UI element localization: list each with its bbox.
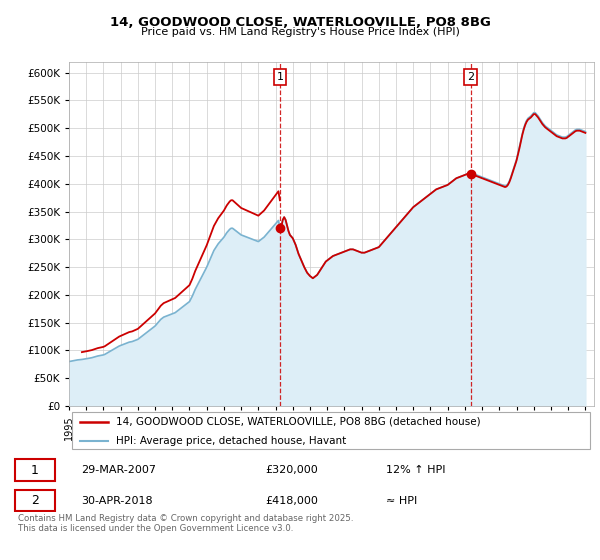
Text: 1: 1 <box>277 72 283 82</box>
Text: 14, GOODWOOD CLOSE, WATERLOOVILLE, PO8 8BG: 14, GOODWOOD CLOSE, WATERLOOVILLE, PO8 8… <box>110 16 490 29</box>
Text: Price paid vs. HM Land Registry's House Price Index (HPI): Price paid vs. HM Land Registry's House … <box>140 27 460 37</box>
Text: £320,000: £320,000 <box>265 465 318 475</box>
Text: £418,000: £418,000 <box>265 496 319 506</box>
Text: Contains HM Land Registry data © Crown copyright and database right 2025.
This d: Contains HM Land Registry data © Crown c… <box>18 514 353 534</box>
FancyBboxPatch shape <box>71 412 590 449</box>
Text: 29-MAR-2007: 29-MAR-2007 <box>81 465 156 475</box>
Text: 30-APR-2018: 30-APR-2018 <box>81 496 153 506</box>
FancyBboxPatch shape <box>15 490 55 511</box>
Text: 2: 2 <box>467 72 474 82</box>
Text: HPI: Average price, detached house, Havant: HPI: Average price, detached house, Hava… <box>116 436 347 446</box>
Text: 12% ↑ HPI: 12% ↑ HPI <box>386 465 446 475</box>
Text: 1: 1 <box>31 464 39 477</box>
Text: 2: 2 <box>31 494 39 507</box>
Text: ≈ HPI: ≈ HPI <box>386 496 418 506</box>
Text: 14, GOODWOOD CLOSE, WATERLOOVILLE, PO8 8BG (detached house): 14, GOODWOOD CLOSE, WATERLOOVILLE, PO8 8… <box>116 417 481 427</box>
FancyBboxPatch shape <box>15 459 55 480</box>
